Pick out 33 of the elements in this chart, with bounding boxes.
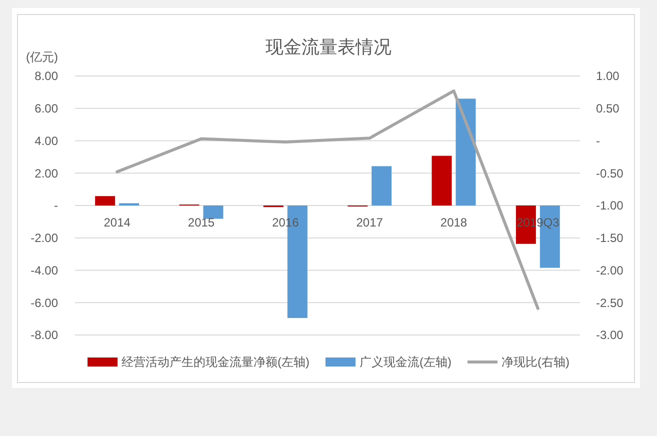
legend-label: 经营活动产生的现金流量净额(左轴) xyxy=(122,355,310,370)
y-tick-label: -6.00 xyxy=(30,296,58,310)
y2-tick-label: -1.50 xyxy=(596,231,624,246)
y2-tick-label: -0.50 xyxy=(596,166,624,180)
legend-label: 净现比(右轴) xyxy=(501,355,570,370)
bar xyxy=(372,166,392,206)
chart-title: 现金流量表情况 xyxy=(266,37,392,57)
y2-tick-label: -1.00 xyxy=(596,198,624,213)
y-tick-label: -4.00 xyxy=(30,263,58,278)
y2-tick-label: -2.50 xyxy=(596,296,624,310)
bar xyxy=(95,196,116,206)
y-tick-label: 2.00 xyxy=(34,166,58,180)
y-tick-label: - xyxy=(54,198,58,213)
y-tick-label: -8.00 xyxy=(30,328,58,342)
x-tick-label: 2015 xyxy=(188,216,215,230)
y2-tick-label: 1.00 xyxy=(596,69,620,84)
legend-label: 广义现金流(左轴) xyxy=(360,355,452,370)
x-tick-label: 2014 xyxy=(104,216,131,230)
bar xyxy=(203,206,224,219)
y-tick-label: 4.00 xyxy=(34,134,58,148)
y-axis-title: (亿元) xyxy=(26,50,58,64)
bar xyxy=(432,156,452,206)
x-tick-label: 2017 xyxy=(356,216,384,230)
y-tick-label: 8.00 xyxy=(34,69,58,84)
y-tick-label: 6.00 xyxy=(34,102,58,116)
y-tick-label: -2.00 xyxy=(30,231,58,246)
x-tick-label: 2018 xyxy=(440,216,468,230)
bar xyxy=(456,98,476,206)
y2-tick-label: 0.50 xyxy=(596,102,620,116)
y2-tick-label: - xyxy=(596,134,600,148)
y2-tick-label: -2.00 xyxy=(596,263,624,278)
x-tick-label: 2019Q3 xyxy=(516,216,560,230)
y2-tick-label: -3.00 xyxy=(596,328,624,342)
